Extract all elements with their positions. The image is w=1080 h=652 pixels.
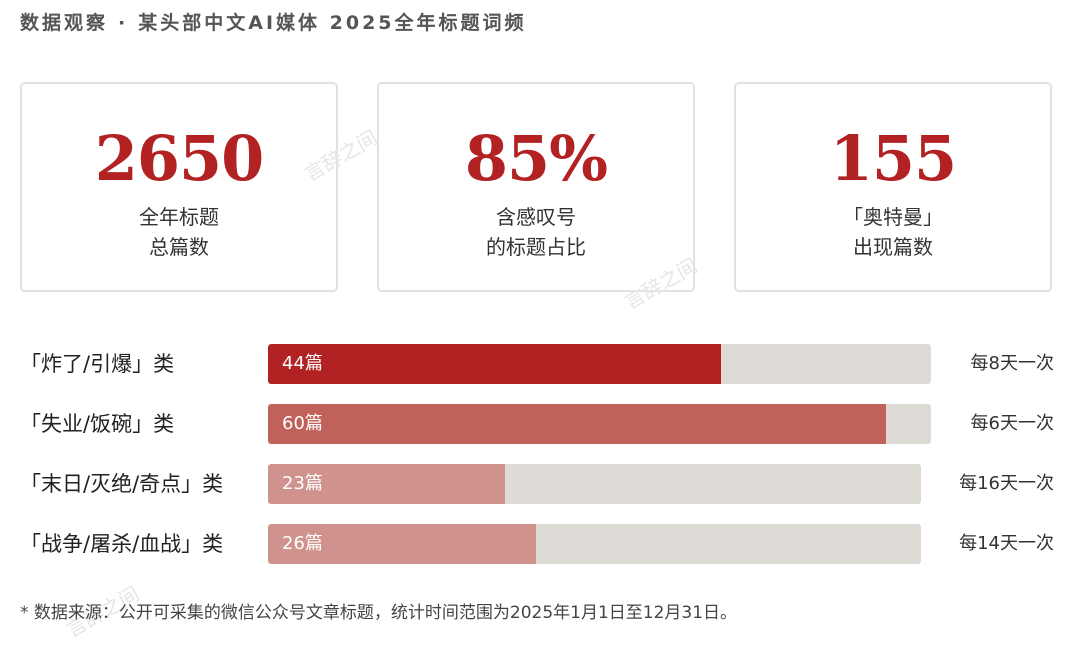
bar-row: 「失业/饭碗」类 60篇 每6天一次 xyxy=(0,404,1080,444)
stat-card-total: 2650 全年标题 总篇数 xyxy=(20,82,338,292)
stat-value: 155 xyxy=(829,122,957,195)
bar-row: 「炸了/引爆」类 44篇 每8天一次 xyxy=(0,344,1080,384)
footnote: * 数据来源：公开可采集的微信公众号文章标题，统计时间范围为2025年1月1日至… xyxy=(20,603,738,623)
category-label: 「失业/饭碗」类 xyxy=(20,412,175,436)
bar-value-label: 26篇 xyxy=(282,533,323,554)
frequency-label: 每14天一次 xyxy=(959,533,1054,554)
title-prefix: 数据观察 xyxy=(20,12,109,34)
frequency-label: 每16天一次 xyxy=(959,473,1054,494)
bar xyxy=(268,404,886,444)
bar xyxy=(268,344,721,384)
bar-track: 60篇 xyxy=(268,404,931,444)
bar xyxy=(268,464,505,504)
stat-label: 全年标题 总篇数 xyxy=(139,205,219,259)
stat-card-exclamation: 85% 含感叹号 的标题占比 xyxy=(377,82,695,292)
category-label: 「炸了/引爆」类 xyxy=(20,352,175,376)
category-label: 「战争/屠杀/血战」类 xyxy=(20,532,224,556)
bar-track: 26篇 xyxy=(268,524,921,564)
bar-value-label: 23篇 xyxy=(282,473,323,494)
title-main: 某头部中文AI媒体 2025全年标题词频 xyxy=(138,12,527,34)
bar-track: 23篇 xyxy=(268,464,921,504)
bar-track: 44篇 xyxy=(268,344,931,384)
stat-value: 85% xyxy=(464,122,608,195)
page-title: 数据观察 · 某头部中文AI媒体 2025全年标题词频 xyxy=(20,8,527,35)
frequency-label: 每6天一次 xyxy=(970,413,1054,434)
category-label: 「末日/灭绝/奇点」类 xyxy=(20,472,224,496)
bar-row: 「末日/灭绝/奇点」类 23篇 每16天一次 xyxy=(0,464,1080,504)
stat-label: 「奥特曼」 出现篇数 xyxy=(843,205,943,259)
bar xyxy=(268,524,536,564)
bar-value-label: 60篇 xyxy=(282,413,323,434)
stat-label: 含感叹号 的标题占比 xyxy=(486,205,586,259)
stat-card-altman: 155 「奥特曼」 出现篇数 xyxy=(734,82,1052,292)
bar-value-label: 44篇 xyxy=(282,353,323,374)
bar-row: 「战争/屠杀/血战」类 26篇 每14天一次 xyxy=(0,524,1080,564)
frequency-label: 每8天一次 xyxy=(970,353,1054,374)
stat-value: 2650 xyxy=(94,122,265,195)
title-separator: · xyxy=(118,12,129,34)
